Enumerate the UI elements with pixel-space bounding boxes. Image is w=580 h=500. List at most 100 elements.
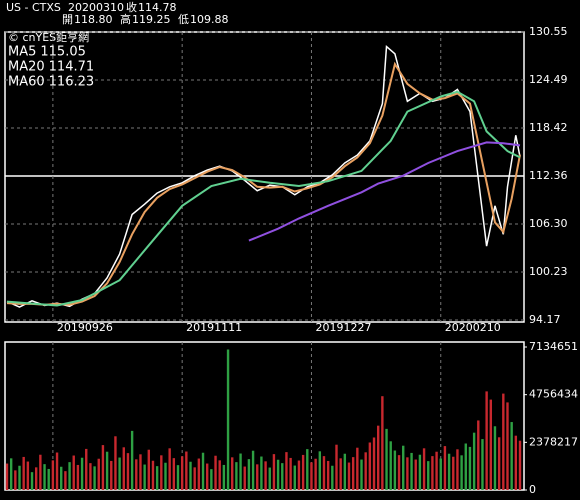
volume-bar [51,460,55,490]
open-value: 118.80 [74,13,113,26]
volume-bar [310,462,313,490]
volume-bar [43,464,46,490]
volume-bar [368,442,372,490]
volume-bar [402,445,405,490]
volume-bar [285,452,288,490]
volume-bar [485,391,488,490]
x-tick-label: 20191227 [315,321,371,334]
y-tick-label: 0 [529,483,536,496]
volume-bar [239,453,242,490]
y-tick-label: 118.42 [529,121,568,134]
volume-bar [447,453,451,490]
volume-bar [101,445,105,490]
volume-bar [97,458,100,490]
volume-bar [318,451,322,490]
legend-value: 114.71 [49,60,95,75]
x-tick-label: 20191111 [186,321,242,334]
volume-bar [297,460,301,490]
volume-bar [268,467,271,490]
volume-bar [372,437,376,490]
volume-bar [322,456,326,490]
volume-bar [143,464,146,490]
volume-bar [135,459,138,490]
volume-bar [80,457,84,490]
volume-bar [431,456,434,490]
volume-bar [235,462,238,490]
volume-bar [464,443,467,490]
volume-bar [410,452,413,490]
volume-bar [339,458,342,490]
volume-bar [347,462,351,490]
volume-bar [160,455,163,490]
volume-bar [477,420,480,490]
volume-bar [164,462,167,490]
volume-bar [26,461,30,490]
volume-bar [130,430,134,490]
volume-bar [393,450,397,490]
volume-bar [5,463,9,490]
volume-bar [406,457,409,490]
volume-bar [222,464,226,490]
volume-bar [60,466,63,490]
volume-bar [518,440,522,490]
volume-bar [343,453,347,490]
volume-bar [231,457,234,490]
volume-bar [489,399,493,490]
volume-bar [18,465,21,490]
volume-bar [151,460,155,490]
volume-bar [64,471,67,490]
volume-bar [34,467,38,490]
source: © cnYES鉅亨網 [8,30,89,44]
high-value: 119.25 [132,13,171,26]
volume-bar [105,451,109,490]
volume-bar [497,437,501,490]
legend-label: MA60 [8,75,45,90]
volume-bar [193,467,196,490]
low-value: 109.88 [190,13,229,26]
volume-bar [68,462,71,490]
volume-bar [93,466,96,490]
close-label: 收 [126,0,137,14]
symbol: US - CTXS [6,1,61,14]
y-tick-label: 100.23 [529,265,568,278]
volume-bar [256,464,259,490]
volume-bar [214,455,217,490]
volume-bar [76,464,80,490]
date: 20200310 [68,1,124,14]
volume-bar [435,451,438,490]
volume-bar [201,452,205,490]
volume-bar [14,470,17,490]
volume-bar [85,448,88,490]
volume-bar [289,457,292,490]
price-line [6,45,521,308]
volume-bar [139,454,142,490]
y-tick-label: 106.30 [529,217,568,230]
volume-bar [468,446,472,490]
volume-bar [510,422,513,490]
volume-bar [168,448,171,490]
volume-bar [185,451,188,490]
volume-bar [293,465,296,490]
volume-bar [514,435,518,490]
volume-bar [30,472,34,490]
volume-bar [502,393,505,490]
volume-bar [331,465,334,490]
x-tick-label: 20190926 [57,321,113,334]
volume-bar [55,452,59,490]
volume-bar [155,466,159,490]
volume-bar [481,439,484,490]
volume-bar [364,452,367,490]
volume-bar [180,456,184,490]
volume-bar [360,459,363,490]
volume-bar [9,458,13,490]
volume-bar [147,449,151,490]
legend-label: MA20 [8,60,45,75]
volume-bar [301,454,305,490]
volume-bar [276,459,280,490]
price-line [6,90,521,307]
volume-bar [385,428,388,490]
volume-bar [418,454,422,490]
y-tick-label: 2378217 [529,435,578,448]
y-tick-label: 94.17 [529,313,561,326]
